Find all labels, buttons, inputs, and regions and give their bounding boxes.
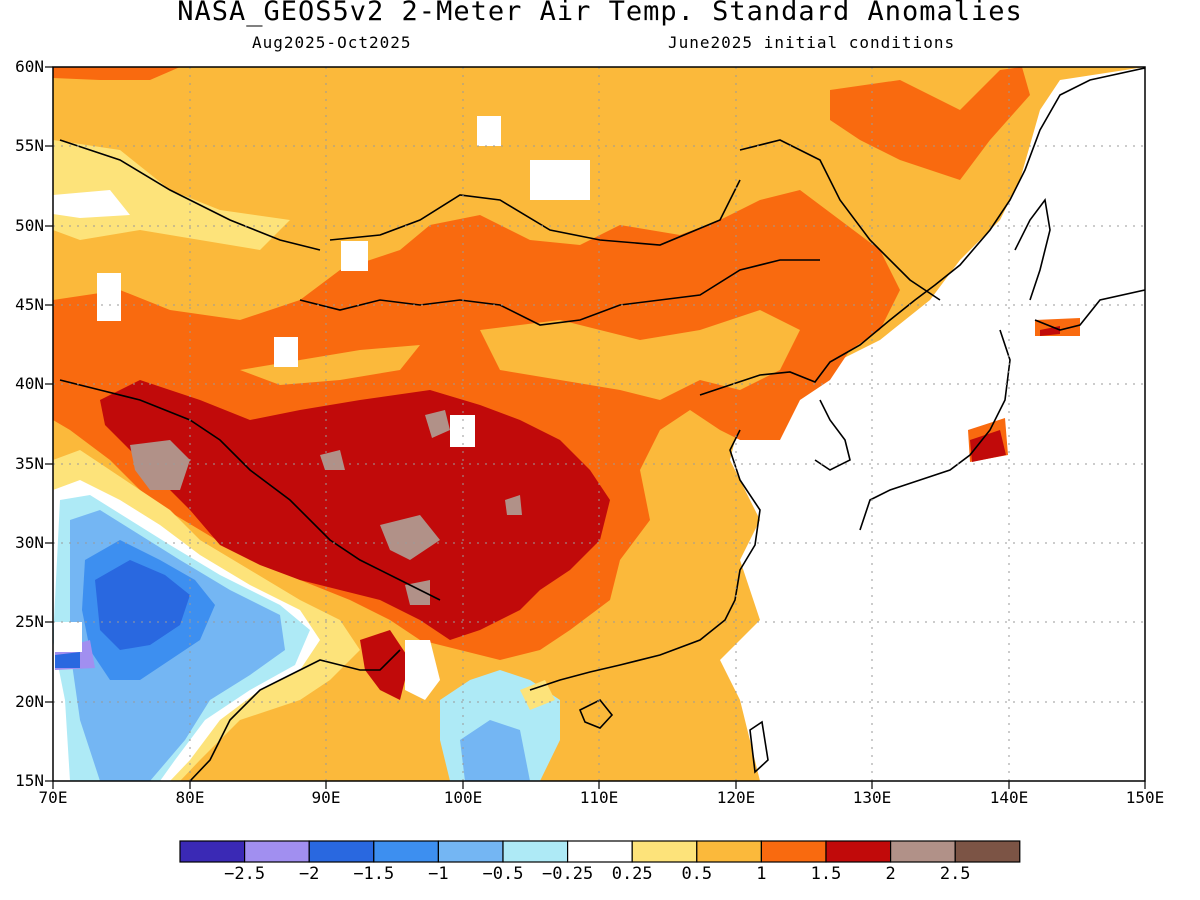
colorbar-tick-label: 1: [756, 864, 767, 884]
lon-label: 80E: [175, 788, 205, 807]
lat-label: 35N: [15, 454, 44, 473]
colorbar-tick-label: 2: [885, 864, 896, 884]
lat-label: 30N: [15, 533, 44, 552]
colorbar: [179, 840, 1021, 863]
lon-label: 140E: [989, 788, 1029, 807]
lat-label: 25N: [15, 612, 44, 631]
init-conditions-subtitle: June2025 initial conditions: [668, 33, 956, 52]
lon-label: 150E: [1125, 788, 1165, 807]
lon-label: 110E: [579, 788, 619, 807]
lat-label: 50N: [15, 216, 44, 235]
lon-label: 100E: [443, 788, 483, 807]
lon-label: 90E: [311, 788, 341, 807]
colorbar-tick-label: 0.5: [681, 864, 713, 884]
lon-label: 130E: [852, 788, 892, 807]
colorbar-tick-label: −2: [298, 864, 320, 884]
anomaly-fields: [53, 67, 1145, 781]
colorbar-swatch: [889, 840, 956, 863]
colorbar-swatch: [954, 840, 1021, 863]
lat-label: 55N: [15, 136, 44, 155]
colorbar-tick-label: 0.25: [611, 864, 653, 884]
colorbar-tick-label: 1.5: [810, 864, 842, 884]
graticule: [53, 67, 1145, 781]
colorbar-tick-label: −1.5: [353, 864, 395, 884]
colorbar-swatch: [825, 840, 892, 863]
colorbar-swatch: [308, 840, 375, 863]
colorbar-tick-label: −0.25: [542, 864, 594, 884]
colorbar-swatch: [179, 840, 246, 863]
colorbar-tick-label: −2.5: [224, 864, 266, 884]
lon-label: 120E: [716, 788, 756, 807]
lon-label: 70E: [38, 788, 68, 807]
colorbar-tick-label: −1: [428, 864, 449, 884]
map-title: NASA_GEOS5v2 2-Meter Air Temp. Standard …: [177, 0, 1023, 27]
colorbar-swatch: [696, 840, 762, 863]
lat-label: 40N: [15, 374, 44, 393]
colorbar-tick-label: −0.5: [482, 864, 524, 884]
coastlines: [59, 67, 1145, 781]
season-subtitle: Aug2025-Oct2025: [252, 33, 412, 52]
colorbar-tick-label: 2.5: [939, 864, 971, 884]
colorbar-swatch: [437, 840, 504, 863]
lat-label: 15N: [15, 771, 44, 790]
colorbar-swatch: [566, 840, 633, 863]
colorbar-swatch: [760, 840, 827, 863]
colorbar-swatch: [631, 840, 698, 863]
lat-label: 45N: [15, 295, 44, 314]
colorbar-swatch: [373, 840, 439, 863]
colorbar-swatch: [244, 840, 310, 863]
ocean-area: [700, 67, 1145, 781]
axis-ticks: [45, 66, 1146, 789]
lat-label: 20N: [15, 692, 44, 711]
lat-label: 60N: [15, 57, 44, 76]
colorbar-swatch: [502, 840, 569, 863]
